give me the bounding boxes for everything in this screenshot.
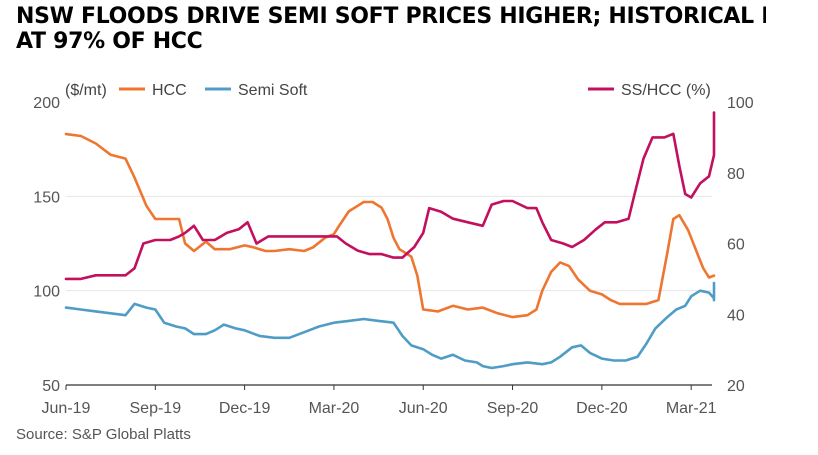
axis-ticks: 50 100 150 200 20 40 60 80 100 Jun-19 Sep-19 Dec-19… (33, 95, 754, 417)
x-tick-label: Dec-20 (576, 400, 628, 417)
y-left-unit-label: ($/mt) (65, 82, 107, 99)
legend: ($/mt) HCC Semi Soft SS/HCC (%) (65, 82, 711, 99)
x-tick-label: Mar-21 (666, 400, 717, 417)
semi-soft-line (64, 281, 716, 370)
y-right-tick-label: 100 (727, 95, 754, 112)
series-lines (64, 111, 716, 370)
ss-hcc-ratio-line (64, 111, 716, 281)
y-left-tick-label: 50 (42, 378, 60, 395)
x-tick-label: Sep-19 (130, 400, 182, 417)
chart-title: NSW FLOODS DRIVE SEMI SOFT PRICES HIGHER… (16, 4, 766, 54)
x-tick-label: Sep-20 (487, 400, 539, 417)
y-right-tick-label: 20 (727, 378, 745, 395)
y-left-tick-label: 150 (33, 189, 60, 206)
chart-title-line-1: NSW FLOODS DRIVE SEMI SOFT PRICES HIGHER… (16, 4, 766, 29)
x-tick-label: Dec-19 (219, 400, 271, 417)
y-right-tick-label: 80 (727, 166, 745, 183)
legend-hcc-label: HCC (152, 82, 187, 99)
x-tick-label: Jun-19 (42, 400, 91, 417)
y-left-tick-label: 200 (33, 95, 60, 112)
legend-ss-hcc-label: SS/HCC (%) (621, 82, 711, 99)
y-right-tick-label: 60 (727, 237, 745, 254)
source-note: Source: S&P Global Platts (16, 426, 191, 443)
x-tick-label: Mar-20 (309, 400, 360, 417)
legend-semi-soft-label: Semi Soft (238, 82, 308, 99)
gridlines (66, 195, 712, 386)
hcc-line (64, 132, 716, 319)
y-left-tick-label: 100 (33, 284, 60, 301)
chart-title-line-2: AT 97% OF HCC (16, 29, 203, 54)
x-tick-label: Jun-20 (399, 400, 448, 417)
y-right-tick-label: 40 (727, 307, 745, 324)
